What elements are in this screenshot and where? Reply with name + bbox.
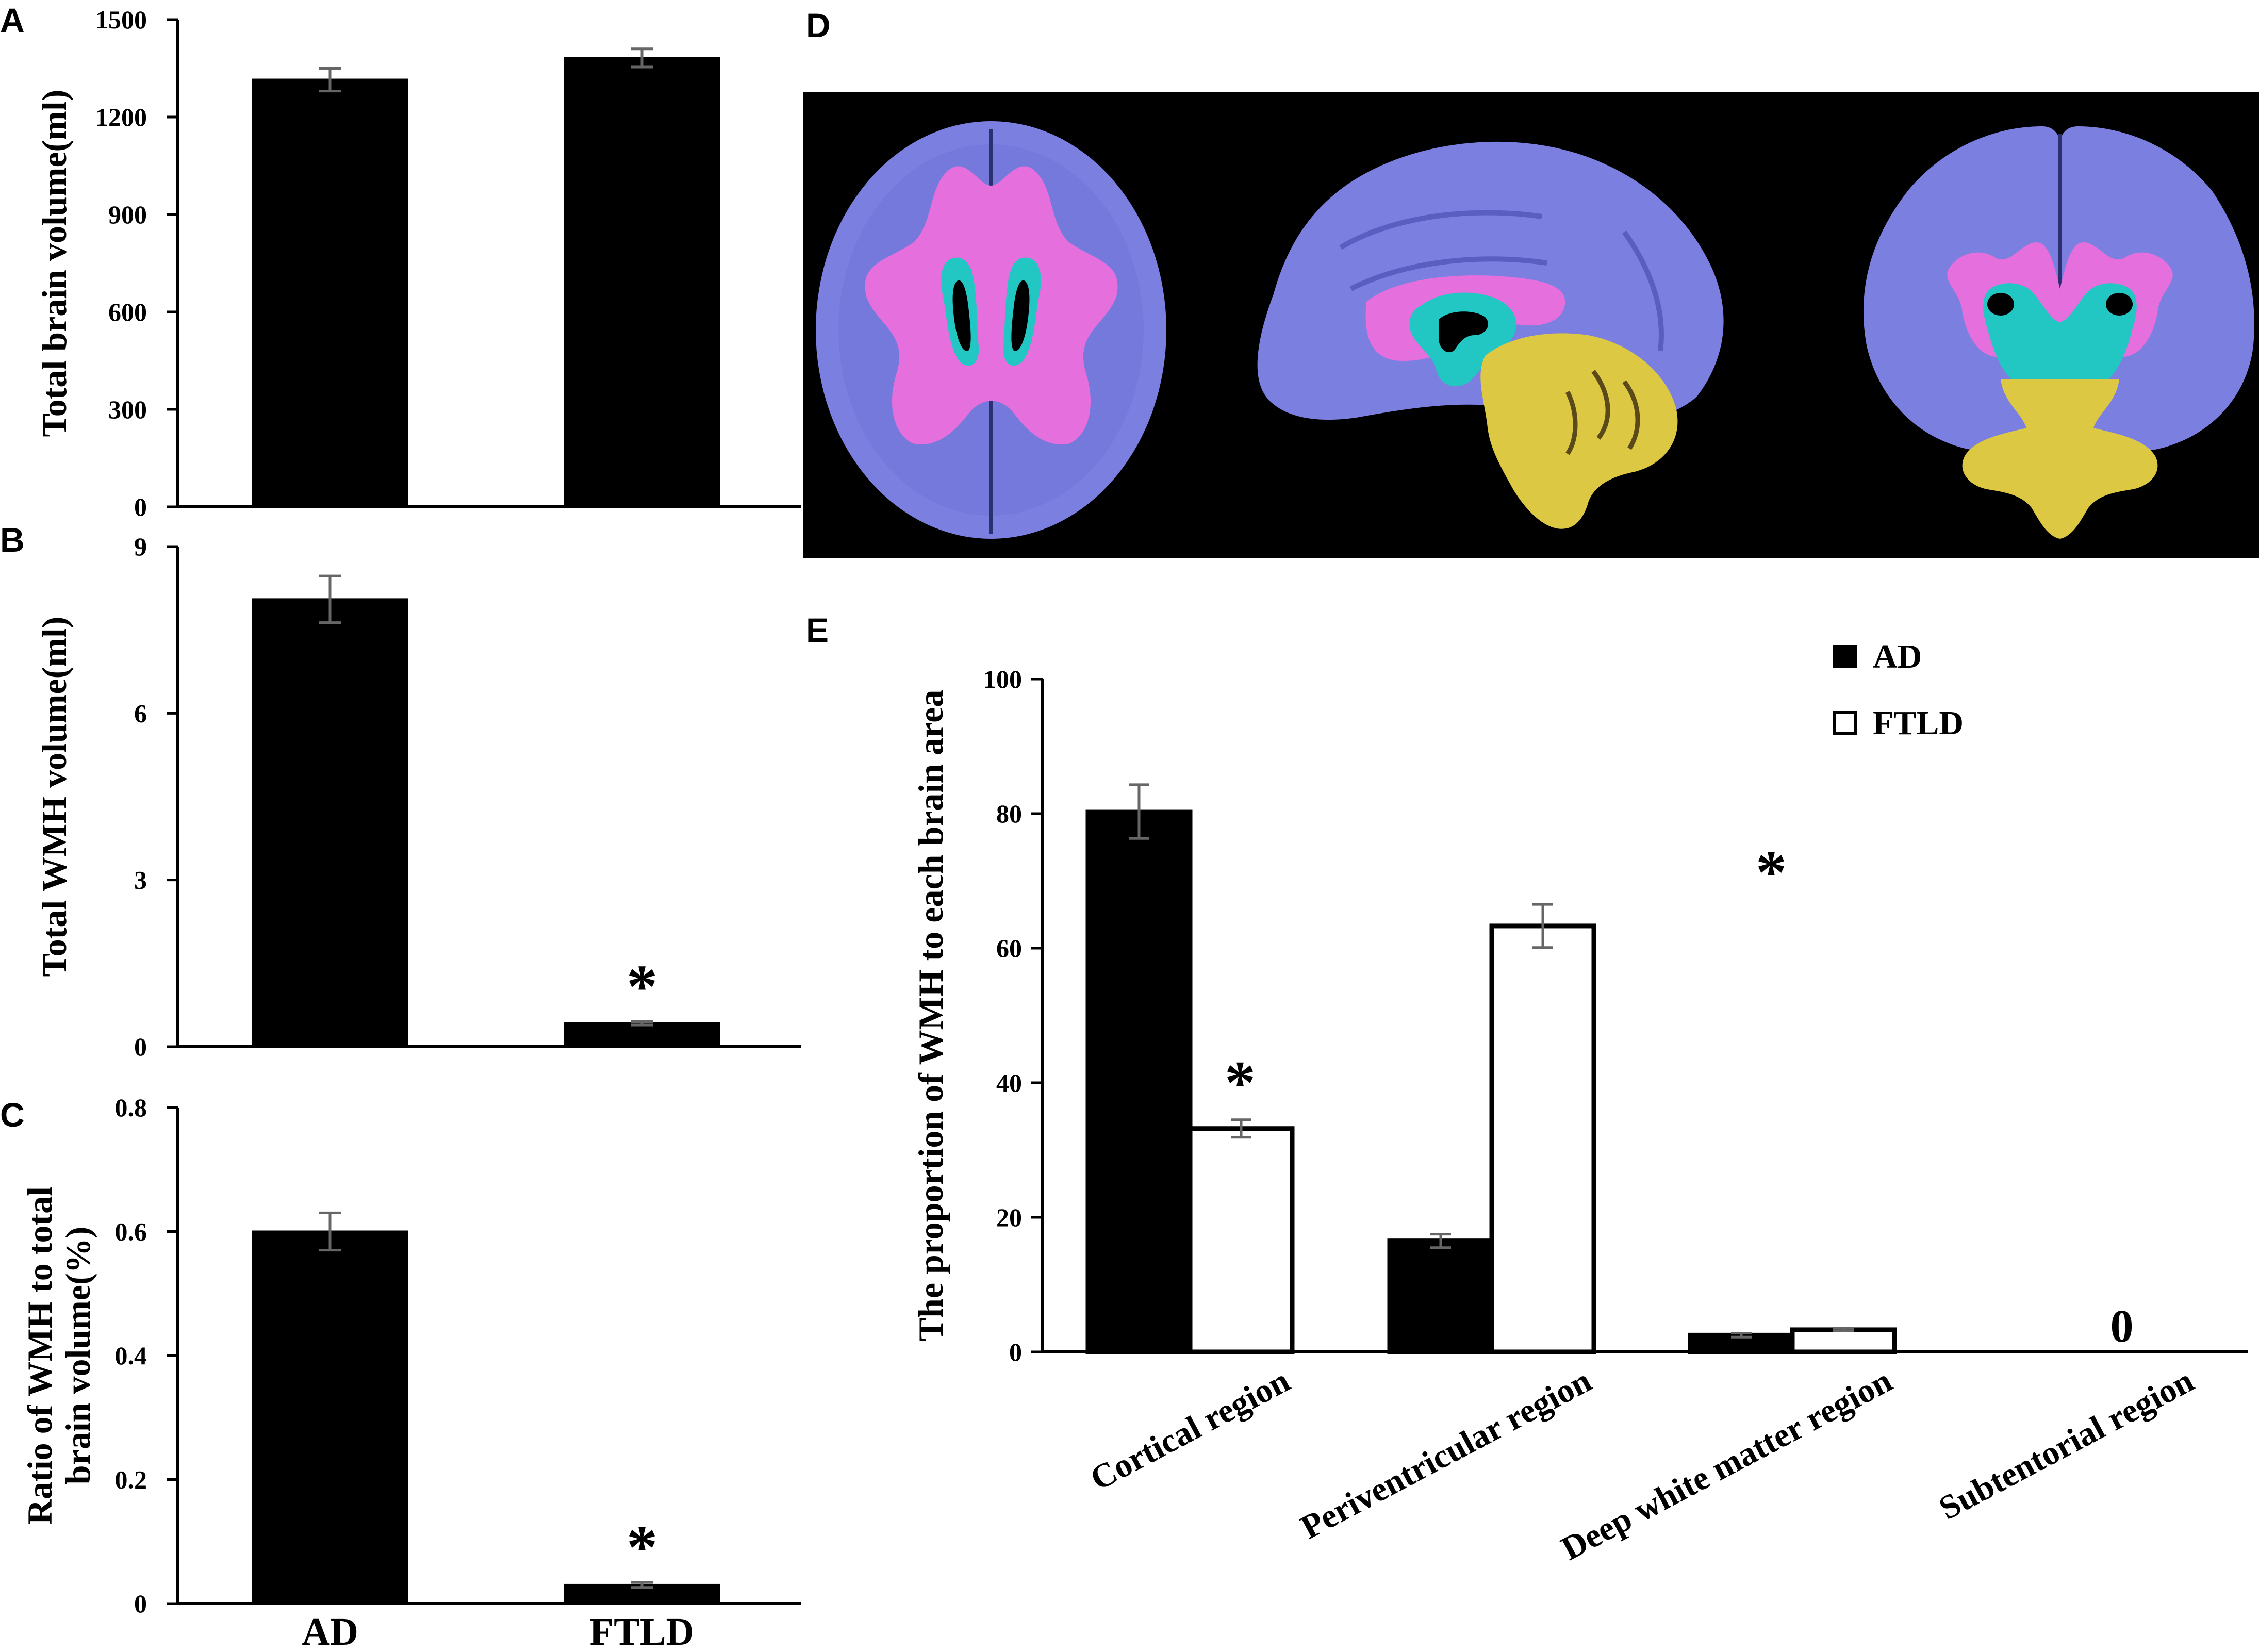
chart-b-bar-ad: [252, 598, 408, 1048]
chart-e-y-axis-title: The proportion of WMH to each brain area: [911, 690, 950, 1342]
chart-e-annotation: *: [1756, 838, 1787, 906]
chart-a-total-brain-volume: 0 300 600 900 1200 1500 Total brain volume(ml): [35, 5, 801, 521]
chart-c-category-label-ftld: FTLD: [590, 1610, 695, 1652]
axial-ventricle-right: [1011, 280, 1030, 351]
chart-c-bar-ad: [252, 1230, 408, 1605]
chart-b-bar-ftld: [564, 1022, 720, 1048]
chart-c-category-label-ad: AD: [302, 1610, 358, 1652]
axial-view: [816, 121, 1166, 539]
coronal-view: [1863, 126, 2254, 539]
sagittal-cerebellum-folia: [1565, 370, 1640, 455]
chart-e-y-tick-label: 80: [996, 799, 1022, 828]
sagittal-view: [1257, 141, 1724, 529]
coronal-cerebellum-brainstem: [1962, 379, 2158, 539]
chart-e-y-tick-label: 60: [996, 934, 1022, 963]
chart-e-legend-swatch-ftld: [1833, 711, 1857, 735]
chart-e-annotation: 0: [2110, 1301, 2134, 1352]
chart-a-bar-ad: [252, 78, 408, 508]
chart-a-y-tick-label: 1500: [95, 5, 147, 34]
coronal-periventricular: [1983, 283, 2137, 379]
coronal-ventricle-left: [1987, 293, 2014, 316]
chart-c-y-tick-label: 0: [134, 1589, 147, 1618]
chart-e-legend-label-ftld: FTLD: [1873, 704, 1964, 742]
chart-e-bar-ftld-2: [1790, 1327, 1897, 1354]
chart-b-y-tick-label: 9: [134, 532, 147, 561]
panel-label-d: D: [806, 6, 831, 44]
coronal-ventricle-right: [2106, 293, 2133, 316]
chart-a-bar-ftld: [564, 57, 720, 508]
panel-label-c: C: [0, 1096, 25, 1134]
axial-ventricle-left: [952, 280, 971, 351]
chart-a-y-tick-label: 600: [108, 298, 147, 326]
sagittal-ventricle: [1439, 311, 1489, 353]
chart-c-y-axis-title: Ratio of WMH to totalbrain volume(%): [20, 1186, 97, 1525]
chart-e-y-tick-label: 100: [983, 665, 1022, 693]
chart-e-annotation: *: [1225, 1048, 1256, 1117]
brain-segmentation-panel: [803, 92, 2259, 558]
chart-e-y-tick-label: 20: [996, 1203, 1022, 1232]
chart-b-significance-marker: *: [626, 952, 657, 1021]
chart-e-legend-swatch-ad: [1833, 645, 1857, 668]
chart-b-total-wmh-volume: 0 3 6 9 Total WMH volume(ml) *: [35, 532, 801, 1061]
chart-e-bar-ftld-0: [1188, 1126, 1295, 1354]
chart-c-significance-marker: *: [626, 1513, 657, 1581]
panel-label-e: E: [806, 611, 829, 649]
chart-a-y-tick-label: 0: [134, 492, 147, 521]
chart-c-y-axis-title-line: brain volume(%): [58, 1227, 97, 1485]
sagittal-cortex-fold: [1339, 210, 1664, 351]
chart-b-y-tick-label: 3: [134, 866, 147, 895]
chart-c-y-tick-label: 0.4: [115, 1341, 147, 1370]
chart-a-y-tick-label: 300: [108, 395, 147, 424]
panel-label-b: B: [0, 521, 25, 559]
sagittal-cerebellum-brainstem: [1480, 333, 1678, 529]
chart-e-y-tick-label: 40: [996, 1068, 1022, 1097]
chart-e-legend-label-ad: AD: [1873, 638, 1922, 675]
chart-a-y-tick-label: 900: [108, 200, 147, 229]
chart-b-y-tick-label: 0: [134, 1032, 147, 1061]
chart-a-y-axis-title: Total brain volume(ml): [35, 90, 74, 437]
chart-c-y-tick-label: 0.6: [115, 1217, 147, 1246]
chart-a-y-tick-label: 1200: [95, 103, 147, 131]
chart-e-y-tick-label: 0: [1009, 1337, 1022, 1366]
chart-b-y-tick-label: 6: [134, 699, 147, 728]
chart-c-wmh-ratio: 0 0.2 0.4 0.6 0.8 Ratio of WMH to totalbrain …: [20, 1093, 801, 1652]
chart-e-bar-ftld-1: [1489, 923, 1596, 1354]
chart-c-y-axis-title-line: Ratio of WMH to total: [20, 1186, 59, 1525]
panel-label-a: A: [0, 1, 25, 39]
chart-e-bar-ad-1: [1387, 1238, 1494, 1354]
axial-white-matter: [865, 166, 1118, 444]
chart-b-y-axis-title: Total WMH volume(ml): [35, 617, 74, 977]
chart-c-y-tick-label: 0.8: [115, 1093, 147, 1122]
chart-e-bar-ad-0: [1085, 809, 1193, 1354]
chart-c-y-tick-label: 0.2: [115, 1465, 147, 1494]
